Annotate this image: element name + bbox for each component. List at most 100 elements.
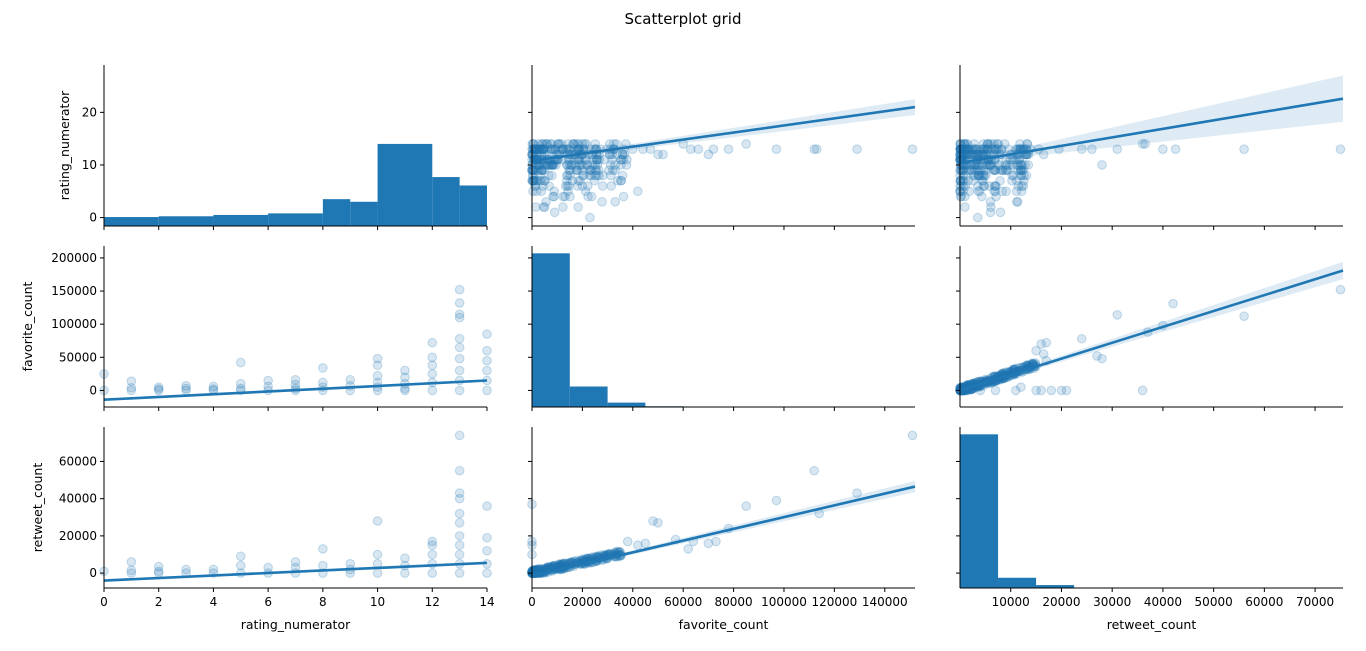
scatter-point (564, 160, 575, 170)
scatter-point (537, 139, 548, 149)
scatter-point (983, 139, 994, 149)
scatter-point (482, 329, 492, 339)
scatter-point (545, 144, 556, 154)
x-axis-label: favorite_count (679, 617, 769, 632)
scatter-point (1023, 160, 1034, 170)
scatter-point (1007, 170, 1017, 181)
scatter-point (966, 165, 976, 176)
scatter-point (1239, 144, 1249, 154)
scatter-point (962, 149, 972, 160)
scatter-point (537, 165, 547, 176)
scatter-point (537, 144, 547, 154)
scatter-point (581, 160, 592, 170)
scatter-point (966, 149, 977, 160)
scatter-point (454, 312, 465, 323)
scatter-point (962, 144, 973, 154)
y-tick-label: 100000 (51, 317, 97, 331)
scatter-point (1112, 310, 1123, 320)
x-tick-label: 50000 (1195, 595, 1233, 609)
regression-line (531, 485, 916, 578)
scatter-point (563, 186, 573, 197)
scatter-point (640, 538, 651, 549)
scatter-point (968, 149, 979, 160)
scatter-point (961, 139, 971, 149)
scatter-point (562, 160, 573, 170)
scatter-point (1000, 160, 1011, 170)
histogram-bar (960, 434, 999, 588)
scatter-point (997, 165, 1008, 176)
scatter-point (741, 501, 751, 511)
y-tick-label: 0 (89, 566, 97, 580)
scatter-point (579, 139, 590, 149)
scatter-point (560, 191, 570, 202)
scatter-point (454, 518, 465, 528)
scatter-point (556, 139, 567, 149)
scatter-point (454, 508, 465, 519)
scatter-point (573, 175, 584, 186)
scatter-point (991, 191, 1001, 202)
scatter-point (1137, 385, 1148, 396)
scatter-point (997, 186, 1008, 197)
scatter-point (582, 181, 593, 191)
scatter-point (565, 170, 576, 181)
scatter-point (536, 175, 546, 186)
scatter-point (977, 144, 988, 154)
scatter-point (693, 144, 704, 154)
scatter-point (561, 160, 572, 170)
scatter-point (987, 144, 998, 154)
scatter-point (126, 376, 137, 386)
scatter-point (539, 144, 550, 154)
scatter-point (553, 139, 563, 149)
scatter-point (979, 170, 989, 181)
scatter-point (558, 202, 568, 212)
scatter-point (955, 144, 966, 154)
scatter-point (561, 144, 571, 154)
panel-retweet_count-vs-favorite_count: 0 20000 40000 60000 80000 100000 120000 140000 (527, 427, 918, 609)
scatter-point (181, 385, 191, 396)
scatter-point (538, 181, 548, 191)
scatter-point (1137, 139, 1148, 149)
scatter-point (372, 353, 383, 364)
scatter-point (590, 139, 601, 149)
scatter-point (907, 430, 918, 441)
scatter-point (1000, 165, 1011, 176)
scatter-point (318, 544, 328, 554)
scatter-point (558, 191, 568, 202)
scatter-point (530, 181, 541, 191)
scatter-point (973, 170, 984, 181)
scatter-point (723, 144, 734, 154)
scatter-point (960, 144, 971, 154)
scatter-point (528, 186, 538, 197)
scatter-point (534, 170, 544, 181)
x-tick-label: 20000 (563, 595, 601, 609)
scatter-point (962, 144, 972, 154)
scatter-point (605, 160, 616, 170)
histogram-bar (350, 201, 378, 226)
scatter-point (852, 144, 862, 154)
scatter-point (208, 381, 219, 392)
scatter-point (978, 181, 989, 191)
scatter-point (548, 160, 559, 170)
scatter-point (976, 144, 986, 154)
scatter-point (544, 160, 554, 170)
scatter-point (1001, 165, 1012, 176)
scatter-point (617, 170, 628, 181)
scatter-point (578, 170, 589, 181)
scatter-point (653, 518, 663, 528)
scatter-point (1016, 170, 1026, 181)
scatter-point (537, 139, 547, 149)
scatter-point (575, 175, 585, 186)
scatter-point (454, 493, 465, 504)
scatter-point (1017, 160, 1028, 170)
scatter-point (482, 385, 492, 396)
scatter-point (1019, 175, 1029, 186)
scatter-point (553, 139, 564, 149)
scatter-point (960, 149, 970, 160)
scatter-point (973, 181, 983, 191)
scatter-point (971, 149, 982, 160)
scatter-point (535, 144, 545, 154)
scatter-point (571, 139, 582, 149)
scatter-point (982, 144, 993, 154)
scatter-point (973, 170, 984, 181)
